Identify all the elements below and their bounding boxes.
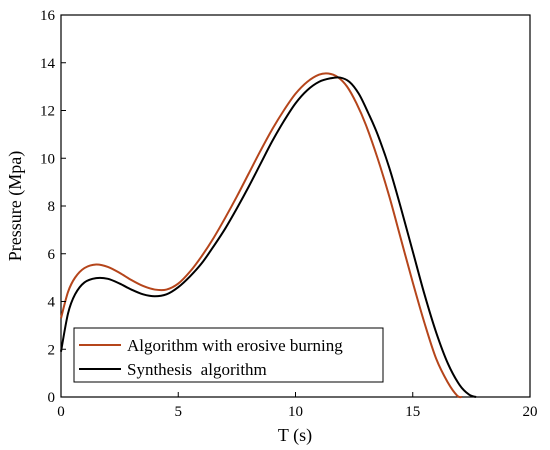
y-tick-label: 4	[48, 295, 56, 311]
y-tick-label: 0	[48, 390, 56, 406]
y-tick-label: 2	[48, 342, 56, 358]
y-tick-label: 12	[40, 104, 55, 120]
y-tick-label: 6	[48, 247, 56, 263]
x-tick-label: 15	[405, 404, 420, 420]
x-tick-label: 20	[523, 404, 538, 420]
x-tick-label: 10	[288, 404, 303, 420]
y-tick-label: 8	[48, 199, 56, 215]
x-tick-label: 5	[175, 404, 183, 420]
series-line-1	[60, 72, 463, 399]
y-axis-ticks: 0 2 4 6 8 10 12 14 16	[40, 8, 66, 406]
x-tick-label: 0	[57, 404, 65, 420]
legend-label-series-2: Synthesis algorithm	[127, 360, 267, 379]
legend-box	[73, 327, 384, 383]
series-layer	[60, 72, 477, 399]
legend-label-series-1: Algorithm with erosive burning	[127, 336, 343, 355]
y-tick-label: 10	[40, 151, 55, 167]
x-axis-ticks: 0 5 10 15 20	[57, 392, 538, 420]
x-axis-title: T (s)	[278, 425, 312, 446]
y-axis-title: Pressure (Mpa)	[5, 151, 26, 261]
y-tick-label: 14	[40, 56, 56, 72]
y-tick-label: 16	[40, 8, 56, 24]
series-line-2	[60, 76, 477, 398]
legend: Algorithm with erosive burning Synthesis…	[73, 327, 384, 383]
